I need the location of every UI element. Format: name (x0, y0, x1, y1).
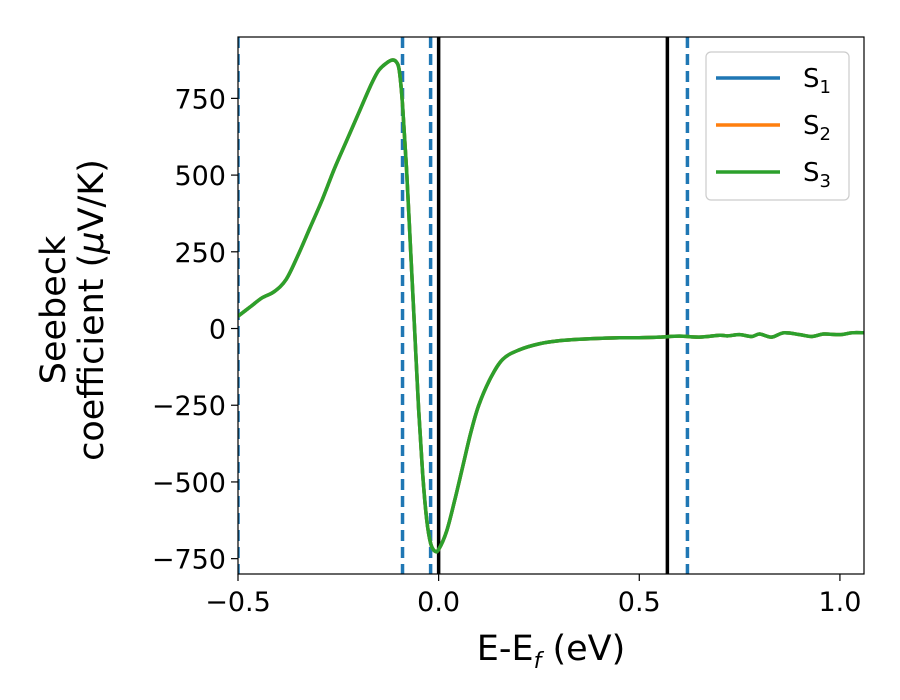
x-tick-label: 1.0 (818, 587, 861, 618)
y-tick-label: −250 (152, 391, 226, 422)
x-axis-label: E-Ef (eV) (477, 629, 626, 674)
series-line-S3 (238, 58, 864, 554)
x-tick-label: 0.0 (417, 587, 460, 618)
y-axis-label-line1: Seebeck (34, 235, 74, 384)
y-axis-label-line2: coefficient (μV/K) (72, 159, 112, 461)
legend: S1 S2 S3 (705, 51, 850, 201)
x-tick-label: 0.5 (618, 587, 661, 618)
y-tick-label: −500 (152, 468, 226, 499)
y-tick-label: 0 (209, 315, 226, 346)
x-tick-label: −0.5 (205, 587, 271, 618)
legend-label-S2: S2 (803, 111, 831, 145)
legend-label-S1: S1 (803, 64, 831, 98)
y-tick-label: −750 (152, 545, 226, 576)
legend-label-S3: S3 (803, 158, 831, 192)
y-tick-label: 250 (174, 238, 226, 269)
x-axis-ticks: −0.5 0.0 0.5 1.0 (205, 574, 861, 618)
y-axis-label: Seebeck coefficient (μV/K) (34, 159, 112, 461)
y-tick-label: 750 (174, 84, 226, 115)
y-axis-ticks: −750 −500 −250 0 250 500 750 (152, 84, 238, 576)
vertical-lines (238, 37, 690, 574)
y-tick-label: 500 (174, 161, 226, 192)
plot-frame (237, 36, 865, 575)
series-lines (238, 58, 864, 554)
